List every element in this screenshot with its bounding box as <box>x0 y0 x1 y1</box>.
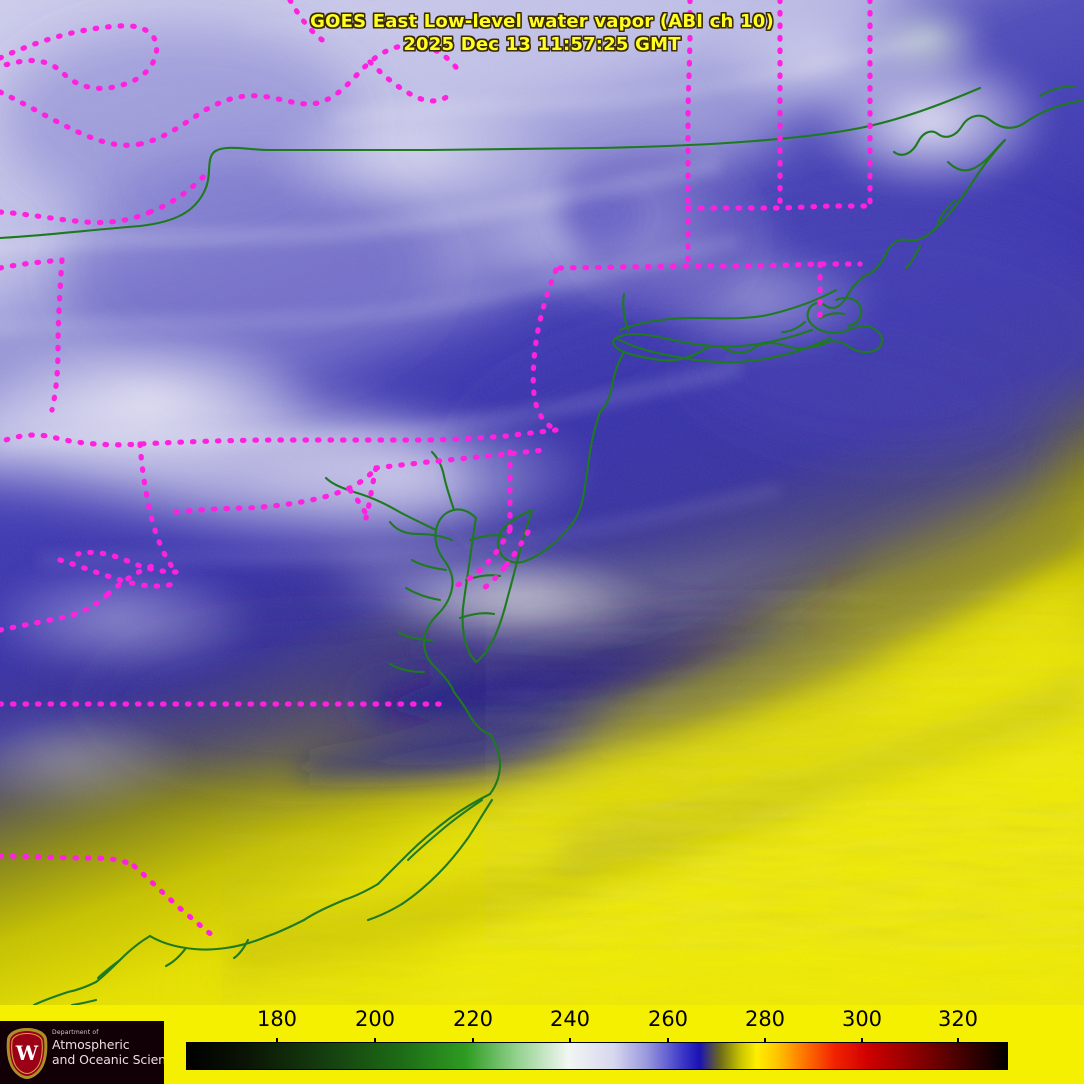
state-border-layer <box>0 0 873 943</box>
colorbar-tick-label: 240 <box>549 1007 591 1031</box>
colorbar-tick-label: 280 <box>744 1007 786 1031</box>
uw-aos-logo: W Department of Atmospheric and Oceanic … <box>0 1021 164 1084</box>
satellite-image-panel <box>0 0 1084 1005</box>
map-overlay-group <box>0 0 1084 1005</box>
logo-dept-prefix: Department of <box>52 1029 99 1036</box>
colorbar-tick-labels: 180 200 220 240 260 280 300 320 <box>0 1007 1084 1037</box>
colorbar-tick-label: 300 <box>841 1007 883 1031</box>
colorbar-tick-label: 200 <box>354 1007 396 1031</box>
colorbar-tick-label: 220 <box>452 1007 494 1031</box>
svg-text:W: W <box>15 1041 39 1065</box>
colorbar-tick-label: 260 <box>647 1007 689 1031</box>
logo-text-block: Department of Atmospheric and Oceanic Sc… <box>52 1029 164 1067</box>
water-vapor-raster <box>0 0 1084 1005</box>
logo-line-1: Atmospheric <box>52 1037 130 1052</box>
colorbar-gradient <box>186 1042 1008 1070</box>
colorbar-tick-label: 320 <box>937 1007 979 1031</box>
uw-crest-icon: W <box>6 1028 48 1079</box>
logo-line-2: and Oceanic Sciences <box>52 1052 164 1067</box>
coastline-layer <box>0 84 1084 1005</box>
colorbar-tick-label: 180 <box>256 1007 298 1031</box>
